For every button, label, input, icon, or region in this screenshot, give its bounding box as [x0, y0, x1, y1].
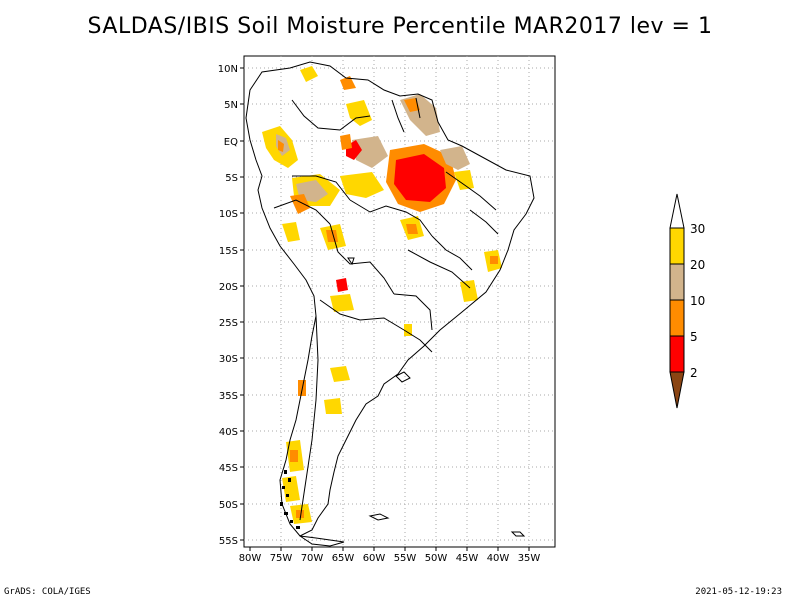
country-border [431, 235, 473, 271]
patch-orange [296, 510, 304, 518]
country-border [349, 199, 433, 237]
patch-yellow [330, 366, 350, 382]
country-border [407, 249, 471, 289]
tierra-del-fuego [299, 535, 345, 547]
country-border [329, 223, 395, 295]
country-border [445, 171, 497, 211]
patch-tan [352, 136, 388, 168]
patch-yellow [340, 172, 384, 198]
footer-timestamp: 2021-05-12-19:23 [695, 587, 782, 597]
lat-label: 20S [219, 282, 238, 293]
patch-yellow [330, 294, 354, 312]
lagoa-dos-patos [395, 371, 411, 383]
country-border [273, 199, 331, 225]
patch-red [336, 278, 348, 292]
lat-label: 45S [219, 463, 238, 474]
patch-orange [406, 224, 418, 234]
legend: 30 20 10 5 2 [669, 193, 705, 409]
country-border [403, 329, 433, 353]
lat-label: 55S [219, 536, 238, 547]
lon-label: 60W [363, 553, 386, 564]
country-border [415, 97, 421, 119]
patch-yellow [300, 66, 318, 82]
lon-label: 75W [270, 553, 293, 564]
patch-yellow [346, 100, 372, 126]
legend-tip-bottom [669, 371, 685, 409]
country-border [391, 99, 405, 133]
legend-swatch-orange [669, 299, 685, 337]
falklands-island [368, 513, 390, 521]
country-border [291, 99, 371, 131]
lon-label: 45W [456, 553, 479, 564]
country-border [292, 175, 351, 201]
lat-label: 10S [219, 209, 238, 220]
south-america-coastline [245, 61, 535, 537]
legend-label: 2 [690, 366, 698, 380]
lat-label: 35S [219, 391, 238, 402]
lon-label: 70W [301, 553, 324, 564]
patch-orange [340, 134, 352, 150]
percentile-patches [262, 66, 502, 524]
patch-orange [326, 230, 338, 242]
legend-label: 30 [690, 222, 705, 236]
legend-label: 10 [690, 294, 705, 308]
lat-labels: 10N 5N EQ 5S 10S 15S 20S 25S 30S 35S 40S… [218, 64, 238, 547]
tick-marks [240, 67, 530, 551]
lon-label: 40W [487, 553, 510, 564]
lake [347, 257, 355, 266]
patch-yellow [324, 398, 342, 414]
footer-credit: GrADS: COLA/IGES [4, 587, 91, 597]
patch-tan [440, 146, 470, 170]
lat-label: 25S [219, 318, 238, 329]
map-title: SALDAS/IBIS Soil Moisture Percentile MAR… [87, 14, 713, 39]
patch-red [394, 154, 446, 202]
legend-label: 5 [690, 330, 698, 344]
lon-label: 50W [425, 553, 448, 564]
country-border [319, 299, 405, 331]
lat-label: 10N [218, 64, 238, 75]
patch-orange [404, 98, 420, 112]
patch-orange [290, 194, 310, 214]
lat-label: 50S [219, 500, 238, 511]
lat-label: 15S [219, 246, 238, 257]
patch-yellow [282, 222, 300, 242]
patch-orange [490, 256, 498, 264]
south-georgia [510, 531, 526, 537]
patch-orange [340, 76, 356, 90]
lon-label: 65W [332, 553, 355, 564]
patch-yellow [404, 324, 412, 336]
patch-orange [290, 450, 298, 462]
lat-label: 40S [219, 427, 238, 438]
lat-label: 30S [219, 354, 238, 365]
lon-label: 55W [394, 553, 417, 564]
legend-swatch-tan [669, 263, 685, 301]
patch-yellow [460, 280, 478, 302]
coastlines [245, 61, 535, 547]
lat-label: 5S [225, 173, 238, 184]
legend-swatch-red [669, 335, 685, 373]
country-border [469, 209, 499, 235]
legend-tip-top [669, 193, 685, 229]
legend-label: 20 [690, 258, 705, 272]
country-border [393, 293, 433, 331]
lon-label: 35W [518, 553, 541, 564]
map-frame [243, 55, 556, 548]
lon-label: 80W [239, 553, 262, 564]
legend-swatch-yellow [669, 227, 685, 265]
lon-labels: 80W 75W 70W 65W 60W 55W 50W 45W 40W 35W [239, 553, 541, 564]
lat-label: EQ [224, 137, 238, 148]
lat-label: 5N [224, 100, 238, 111]
country-border [299, 315, 319, 521]
patch-orange [278, 140, 284, 152]
patch-yellow [454, 170, 474, 190]
chile-archipelago [280, 470, 300, 529]
